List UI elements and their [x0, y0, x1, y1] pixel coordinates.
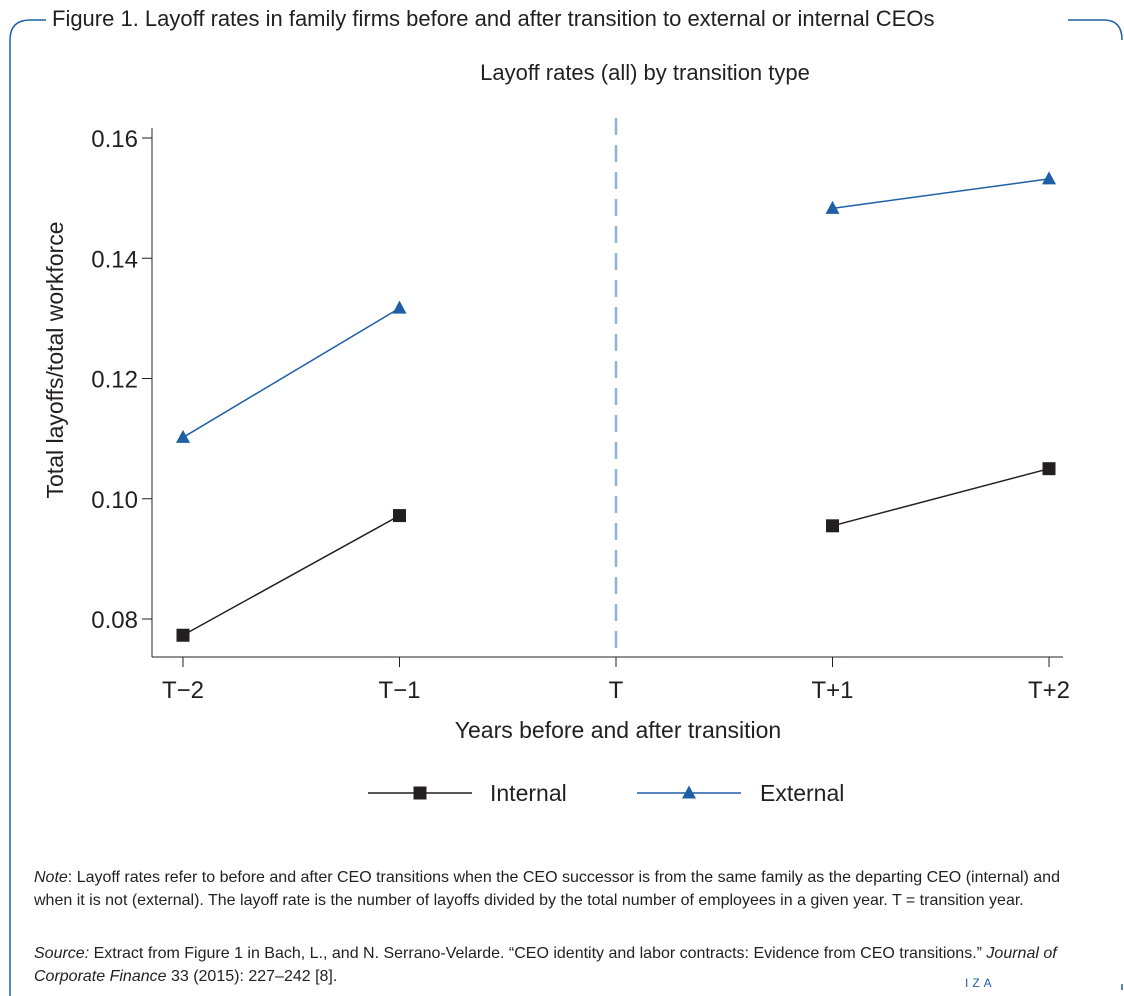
legend-internal-marker	[413, 786, 427, 800]
internal-data-point	[826, 519, 839, 533]
x-tick-label: T−1	[378, 677, 420, 704]
internal-data-point	[176, 628, 190, 642]
internal-series-line	[182, 514, 400, 636]
chart-title: Layoff rates (all) by transition type	[480, 60, 810, 85]
figure-note: Note: Layoff rates refer to before and a…	[34, 866, 1094, 912]
source-text-before: Extract from Figure 1 in Bach, L., and N…	[89, 945, 987, 962]
y-tick-label: 0.10	[91, 487, 138, 514]
note-label: Note	[34, 869, 68, 886]
y-tick-label: 0.12	[91, 367, 138, 394]
x-tick-label: T	[609, 677, 624, 704]
x-axis-label: Years before and after transition	[455, 717, 781, 743]
external-series-line	[182, 307, 400, 439]
y-tick-label: 0.16	[91, 126, 138, 153]
x-tick-label: T+1	[811, 677, 853, 704]
legend-external-marker	[682, 785, 696, 799]
external-data-point	[1042, 171, 1056, 185]
y-axis-label: Total layoffs/total workforce	[42, 222, 68, 499]
external-series-line	[832, 178, 1050, 210]
y-tick-label: 0.08	[91, 607, 138, 634]
internal-series-line	[832, 467, 1050, 527]
internal-data-point	[1042, 462, 1056, 476]
source-label: Source:	[34, 945, 90, 962]
source-text-after: 33 (2015): 227–242 [8].	[166, 968, 338, 985]
external-data-point	[392, 300, 407, 314]
figure-title: Figure 1. Layoff rates in family firms b…	[46, 6, 941, 32]
iza-logo: IZA	[965, 976, 996, 990]
note-text: : Layoff rates refer to before and after…	[34, 869, 1060, 909]
external-data-point	[825, 200, 840, 214]
figure-source: Source: Extract from Figure 1 in Bach, L…	[34, 942, 1094, 988]
x-tick-label: T+2	[1028, 677, 1070, 704]
y-tick-label: 0.14	[91, 246, 138, 273]
x-tick-label: T−2	[162, 677, 204, 704]
legend-internal-label: Internal	[490, 780, 567, 806]
external-data-point	[176, 429, 190, 443]
internal-data-point	[393, 509, 406, 523]
line-chart: Layoff rates (all) by transition type 0.0…	[42, 60, 1070, 806]
legend-external-label: External	[760, 780, 844, 806]
source-journal: Journal of Corporate Finance	[34, 945, 1057, 985]
